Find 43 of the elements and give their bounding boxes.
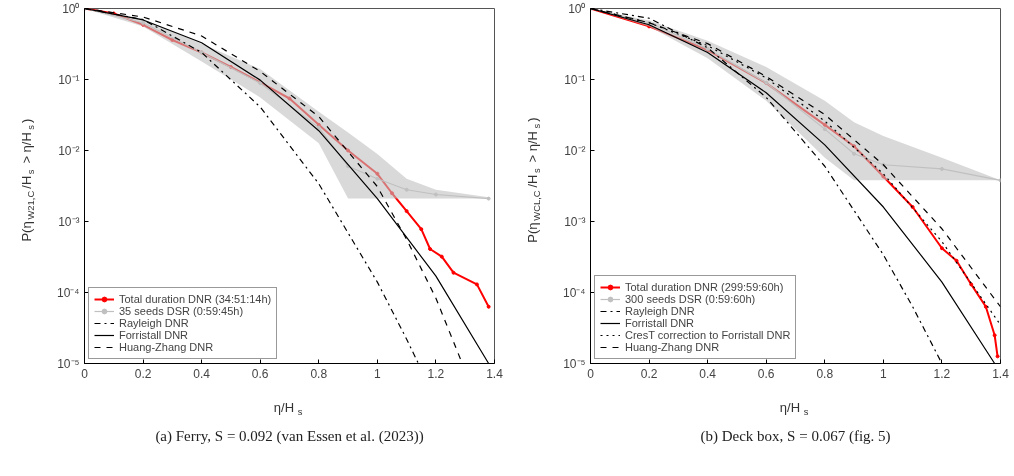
y-tick-label: 10⁻³ [564, 214, 586, 229]
text: (a) Ferry, S = 0.092 (van Essen et al. (2023)) [155, 427, 424, 445]
legend-label: Total duration DNR (34:51:14h) [119, 293, 272, 305]
x-tick-label: 1 [880, 366, 888, 381]
x-tick-label: 0.8 [816, 366, 834, 381]
legend-label: Huang-Zhang DNR [119, 341, 214, 353]
x-tick-label: 1 [374, 366, 382, 381]
legend-label: 35 seeds DSR (0:59:45h) [119, 305, 244, 317]
y-tick-label: 10⁻² [58, 143, 80, 158]
y-axis-title: P(ηWCL,C/Hs > η/Hs) [525, 117, 542, 243]
x-tick-label: 1.2 [427, 366, 445, 381]
legend-label: Forristall DNR [119, 329, 189, 341]
legend-label: CresT correction to Forristall DNR [625, 329, 791, 341]
legend-label: Huang-Zhang DNR [625, 341, 720, 353]
x-tick-label: 0.6 [251, 366, 269, 381]
x-tick-label: 1.4 [992, 366, 1010, 381]
y-tick-label: 10⁻¹ [564, 72, 586, 87]
x-tick-label: 0.2 [640, 366, 658, 381]
y-tick-label: 10⁻⁵ [563, 356, 586, 371]
x-tick-label: 0.2 [134, 366, 152, 381]
y-tick-label: 10⁰ [62, 1, 80, 16]
x-tick-label: 0 [587, 366, 595, 381]
x-tick-label: 0.4 [699, 366, 717, 381]
text: (b) Deck box, S = 0.067 (fig. 5) [700, 427, 891, 445]
legend-label: Forristall DNR [625, 317, 695, 329]
y-axis-title: P(ηW21,C/Hs > η/Hs) [19, 118, 36, 242]
legend-label: Rayleigh DNR [625, 305, 695, 317]
y-tick-label: 10⁻⁵ [57, 356, 80, 371]
x-tick-label: 0.8 [310, 366, 328, 381]
y-tick-label: 10⁻⁴ [563, 285, 586, 300]
y-tick-label: 10⁰ [568, 1, 586, 16]
x-tick-label: 0.4 [193, 366, 211, 381]
y-tick-label: 10⁻⁴ [57, 285, 80, 300]
x-tick-label: 1.2 [933, 366, 951, 381]
y-tick-label: 10⁻³ [58, 214, 80, 229]
legend-label: Total duration DNR (299:59:60h) [625, 281, 784, 293]
x-tick-label: 0 [81, 366, 89, 381]
y-tick-label: 10⁻² [564, 143, 586, 158]
legend-label: Rayleigh DNR [119, 317, 189, 329]
x-tick-label: 0.6 [757, 366, 775, 381]
y-tick-label: 10⁻¹ [58, 72, 80, 87]
legend-label: 300 seeds DSR (0:59:60h) [625, 293, 756, 305]
x-tick-label: 1.4 [486, 366, 504, 381]
